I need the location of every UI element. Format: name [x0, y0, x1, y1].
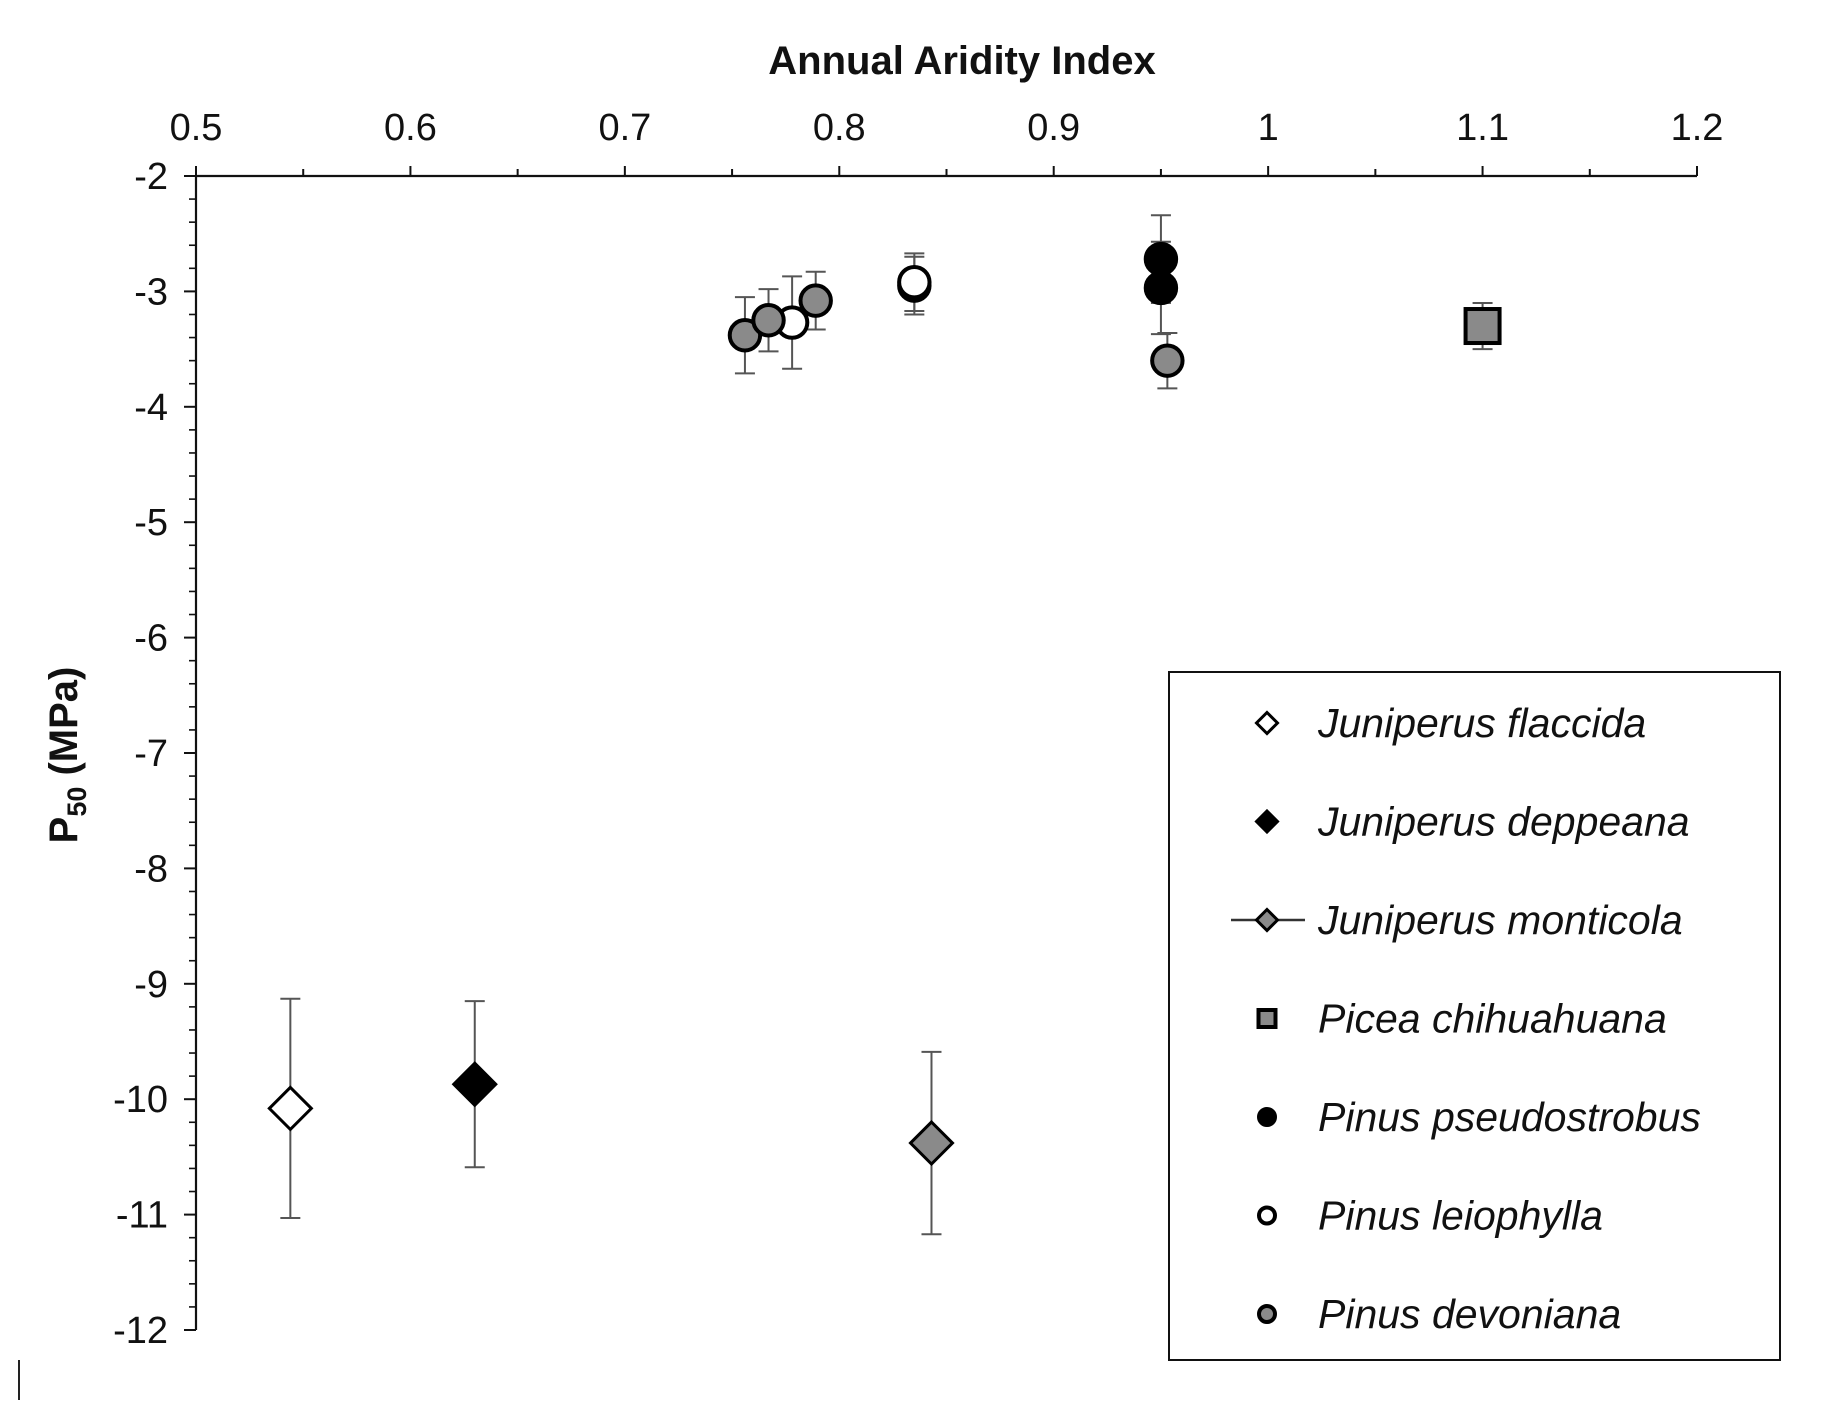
point-pinus-pseudostrobus: [1143, 241, 1179, 277]
y-tick-label: -7: [134, 733, 168, 775]
x-tick-label: 1.2: [1671, 107, 1724, 149]
x-tick-label: 1: [1258, 107, 1279, 149]
point-pinus-devoniana: [1150, 343, 1185, 378]
point-pinus-leiophylla: [897, 264, 932, 300]
x-tick-label: 0.9: [1027, 107, 1080, 149]
legend-marker-juniperus-monticola: [1254, 907, 1280, 933]
legend-marker-juniperus-flaccida: [1254, 710, 1280, 736]
point-juniperus-flaccida: [267, 1085, 314, 1132]
legend-label-juniperus-monticola: Juniperus monticola: [1317, 897, 1683, 943]
x-tick-label: 0.8: [813, 107, 866, 149]
legend-label-juniperus-deppeana: Juniperus deppeana: [1317, 799, 1690, 845]
point-picea-chihuahuana: [1463, 307, 1502, 346]
y-tick-label: -12: [113, 1310, 168, 1352]
legend-label-pinus-pseudostrobus: Pinus pseudostrobus: [1318, 1094, 1701, 1140]
data-points: [267, 241, 1502, 1167]
point-juniperus-monticola: [908, 1119, 955, 1167]
y-tick-label: -9: [134, 964, 168, 1006]
legend-label-juniperus-flaccida: Juniperus flaccida: [1317, 700, 1646, 746]
y-tick-label: -10: [113, 1079, 168, 1121]
y-axis-title-main: P: [42, 817, 86, 844]
point-juniperus-deppeana: [451, 1061, 498, 1108]
y-tick-label: -4: [134, 387, 168, 429]
x-axis-title: Annual Aridity Index: [768, 39, 1155, 83]
y-axis-title-subscript: 50: [62, 787, 92, 817]
y-tick-label: -11: [116, 1195, 168, 1237]
legend-marker-juniperus-deppeana: [1254, 808, 1280, 835]
legend-marker-pinus-leiophylla: [1257, 1205, 1277, 1226]
x-tick-label: 0.6: [384, 107, 437, 149]
point-pinus-devoniana: [751, 303, 786, 338]
legend-marker-picea-chihuahuana: [1256, 1008, 1278, 1029]
legend-label-pinus-leiophylla: Pinus leiophylla: [1318, 1193, 1603, 1239]
legend-marker-pinus-devoniana: [1257, 1304, 1277, 1324]
y-tick-label: -6: [134, 618, 168, 660]
point-pinus-pseudostrobus: [1143, 270, 1179, 306]
y-tick-label: -3: [134, 271, 168, 313]
legend: Juniperus flaccida Juniperus deppeana Juni…: [1168, 671, 1781, 1361]
x-tick-label: 1.1: [1456, 107, 1509, 149]
x-tick-label: 0.7: [598, 107, 651, 149]
y-tick-label: -2: [134, 156, 168, 198]
y-axis-title-unit: (MPa): [42, 667, 86, 787]
point-pinus-devoniana: [798, 283, 833, 318]
y-axis-title: P50 (MPa): [42, 667, 92, 844]
y-tick-label: -8: [134, 848, 168, 890]
legend-marker-pinus-pseudostrobus: [1257, 1107, 1277, 1127]
y-tick-label: -5: [134, 502, 168, 544]
axes: 0.5 0.6 0.7 0.8 0.9 1 1.1 1.2 -2 -3 -4 -5 -6 -7 -8 -9 -1…: [113, 107, 1723, 1352]
legend-label-picea-chihuahuana: Picea chihuahuana: [1318, 996, 1667, 1042]
x-tick-label: 0.5: [170, 107, 223, 149]
legend-label-pinus-devoniana: Pinus devoniana: [1318, 1291, 1621, 1337]
